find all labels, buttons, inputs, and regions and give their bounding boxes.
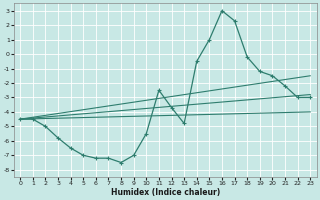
X-axis label: Humidex (Indice chaleur): Humidex (Indice chaleur) xyxy=(111,188,220,197)
